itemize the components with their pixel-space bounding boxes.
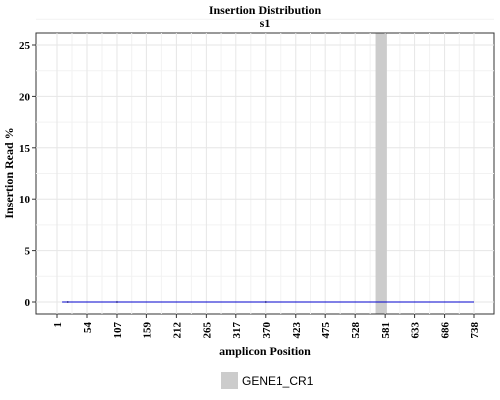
region-gene1-cr1 <box>375 33 387 314</box>
data-series <box>62 301 474 303</box>
x-tick-label: 107 <box>112 322 124 339</box>
x-tick-label: 212 <box>171 322 183 339</box>
minor-gridlines <box>36 18 494 314</box>
data-point <box>115 301 118 303</box>
x-tick-label: 54 <box>82 322 94 334</box>
y-tick-label: 25 <box>19 40 31 52</box>
legend-label-gene1-cr1: GENE1_CR1 <box>242 374 314 388</box>
x-tick-label: 528 <box>350 322 362 339</box>
x-tick-label: 475 <box>320 322 332 339</box>
chart-title: Insertion Distribution <box>209 3 322 17</box>
y-tick-label: 10 <box>19 194 31 206</box>
x-tick-label: 1 <box>52 322 64 328</box>
y-tick-label: 15 <box>19 143 31 155</box>
y-axis: 0 5 10 15 20 25 <box>19 40 36 309</box>
x-tick-label: 738 <box>469 322 481 339</box>
x-axis: 1 54 107 159 212 265 317 370 423 475 528 581 633 686 7… <box>52 314 481 339</box>
x-axis-title: amplicon Position <box>219 344 311 358</box>
y-tick-label: 0 <box>25 297 31 309</box>
x-tick-label: 686 <box>440 322 452 339</box>
y-tick-label: 20 <box>19 91 31 103</box>
x-tick-label: 423 <box>291 322 303 339</box>
data-point <box>264 301 267 303</box>
data-point <box>66 301 69 303</box>
region-highlights <box>375 33 387 314</box>
chart-subtitle: s1 <box>260 16 271 30</box>
legend: GENE1_CR1 <box>221 372 314 389</box>
x-tick-label: 633 <box>410 322 422 339</box>
y-tick-label: 5 <box>25 246 31 258</box>
x-tick-label: 265 <box>201 322 213 339</box>
x-tick-label: 370 <box>261 322 273 339</box>
x-tick-label: 159 <box>141 322 153 339</box>
x-tick-label: 317 <box>231 322 243 339</box>
y-axis-title: Insertion Read % <box>2 127 16 218</box>
legend-swatch-gene1-cr1 <box>221 372 238 389</box>
x-tick-label: 581 <box>380 322 392 339</box>
major-gridlines <box>36 33 494 314</box>
